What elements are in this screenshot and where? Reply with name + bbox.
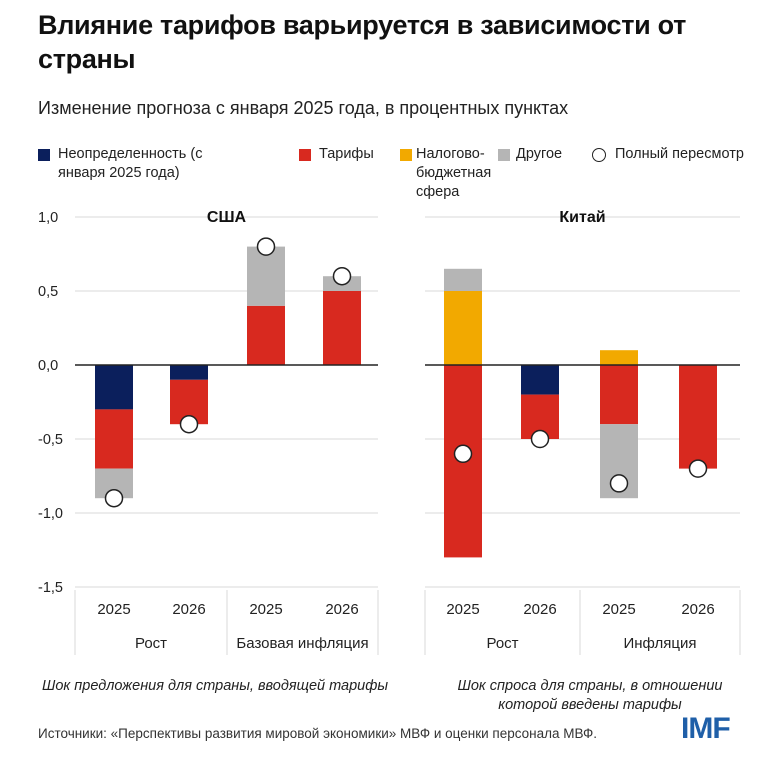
imf-logo: IMF <box>681 712 731 745</box>
legend-label-uncertainty: Неопределенность (с января 2025 года) <box>58 146 203 181</box>
x-tick-label: 2025 <box>446 601 479 618</box>
note-right: Шок спроса для страны, в отношении котор… <box>457 678 723 713</box>
x-tick-label: 2025 <box>249 601 282 618</box>
bar-segment-tariffs <box>600 365 638 425</box>
x-tick-label: 2025 <box>602 601 635 618</box>
full-revision-marker <box>332 266 352 286</box>
x-tick-label: 2026 <box>172 601 205 618</box>
group-label: Рост <box>135 635 167 652</box>
note-left: Шок предложения для страны, вводящей тар… <box>42 678 389 694</box>
legend-label-fiscal: Налогово-бюджетная сфера <box>416 146 492 200</box>
panel-1: Китай 2025 2026 2025 2026 Рост Инфляция <box>424 209 741 655</box>
legend-swatch-tariffs <box>299 149 311 161</box>
bar-segment-tariffs <box>95 409 133 469</box>
x-tick-label: 2025 <box>97 601 130 618</box>
bar-segment-other <box>444 268 482 291</box>
legend-label-other: Другое <box>516 146 563 162</box>
y-tick-label: 1,0 <box>38 210 58 226</box>
x-tick-label: 2026 <box>325 601 358 618</box>
group-label: Инфляция <box>623 635 696 652</box>
bar-segment-other <box>247 246 285 306</box>
panel-title: Китай <box>559 209 605 226</box>
x-tick-label: 2026 <box>681 601 714 618</box>
chart-title: Влияние тарифов варьируется в зависимост… <box>38 10 687 74</box>
y-tick-label: 0,5 <box>38 284 58 300</box>
y-tick-label: -1,5 <box>38 580 63 596</box>
legend-swatch-uncertainty <box>38 149 50 161</box>
bar-segment-uncertainty <box>170 365 208 380</box>
y-tick-label: 0,0 <box>38 358 58 374</box>
legend-label-tariffs: Тарифы <box>319 146 374 162</box>
legend-label-full: Полный пересмотр <box>615 146 744 162</box>
bar-segment-uncertainty <box>521 365 559 395</box>
chart-subtitle: Изменение прогноза с января 2025 года, в… <box>38 98 569 118</box>
full-revision-marker <box>530 429 550 449</box>
full-revision-marker <box>256 237 276 256</box>
bar-segment-tariffs <box>323 291 361 365</box>
y-tick-label: -1,0 <box>38 506 63 522</box>
full-revision-marker <box>104 488 124 508</box>
source-note: Источники: «Перспективы развития мировой… <box>38 726 598 741</box>
bar-segment-fiscal <box>600 350 638 365</box>
panel-title: США <box>207 209 247 226</box>
full-revision-marker <box>453 444 473 464</box>
bar-segment-fiscal <box>444 291 482 365</box>
panel-0: 1,0 0,5 0,0 -0,5 -1,0 -1,5 США 2025 2026 2025 2026… <box>38 209 379 655</box>
legend-swatch-fiscal <box>400 149 412 161</box>
full-revision-marker <box>688 459 708 478</box>
x-tick-label: 2026 <box>523 601 556 618</box>
legend-swatch-other <box>498 149 510 161</box>
legend-circle-icon <box>592 148 606 162</box>
group-label: Рост <box>486 635 518 652</box>
bar-segment-tariffs <box>679 365 717 469</box>
bar-segment-uncertainty <box>95 365 133 410</box>
bar-segment-tariffs <box>247 305 285 365</box>
y-tick-label: -0,5 <box>38 432 63 448</box>
full-revision-marker <box>179 414 199 434</box>
full-revision-marker <box>609 474 629 493</box>
group-label: Базовая инфляция <box>236 635 368 652</box>
